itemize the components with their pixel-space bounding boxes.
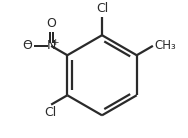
Text: Cl: Cl (96, 2, 108, 15)
Text: O: O (23, 39, 33, 52)
Text: −: − (24, 39, 33, 49)
Text: N: N (46, 39, 56, 52)
Text: +: + (51, 39, 58, 47)
Text: O: O (46, 17, 56, 30)
Text: CH₃: CH₃ (154, 39, 176, 52)
Text: Cl: Cl (44, 106, 57, 119)
